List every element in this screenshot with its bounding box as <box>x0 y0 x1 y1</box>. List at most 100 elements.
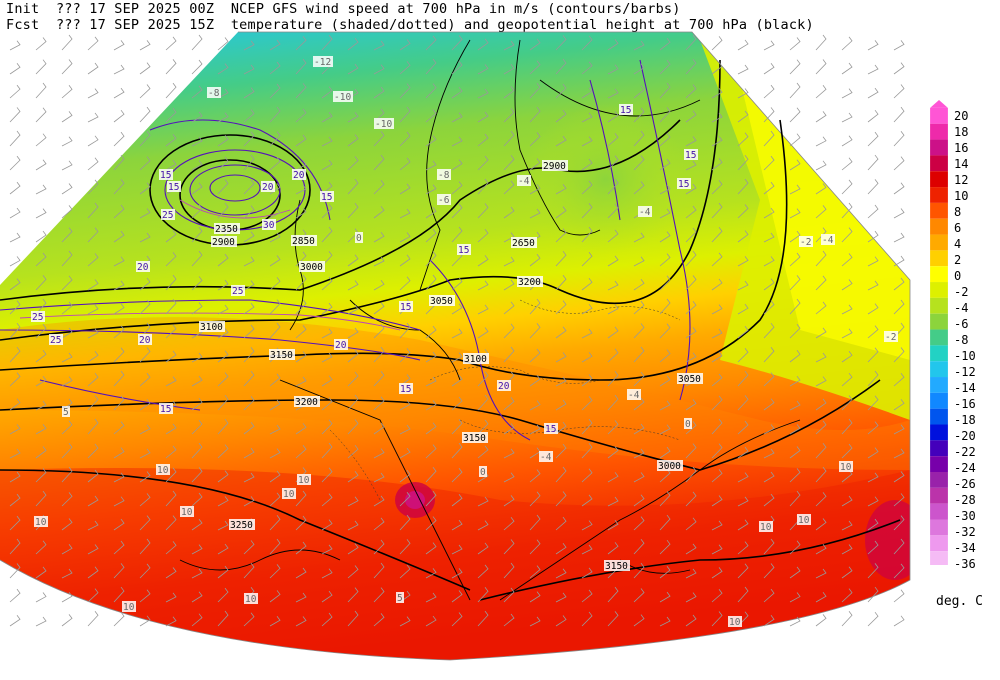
wind-barb <box>113 395 125 411</box>
wind-barb <box>191 518 203 531</box>
wind-barb <box>113 87 125 99</box>
wind-barb <box>269 277 281 291</box>
wind-barb <box>191 492 203 507</box>
wind-barb <box>35 59 47 75</box>
wind-barb <box>477 520 489 531</box>
wind-barb <box>815 136 827 147</box>
wind-barb <box>451 612 463 627</box>
wind-barb <box>35 446 47 459</box>
wind-barb <box>815 250 827 267</box>
wind-barb <box>139 182 151 195</box>
wind-barb <box>581 520 593 531</box>
wind-barb <box>685 592 697 603</box>
wind-barb <box>659 400 671 411</box>
wind-barb <box>347 349 359 363</box>
wind-barb <box>581 443 593 459</box>
wind-barb <box>9 130 21 147</box>
wind-barb <box>373 448 385 459</box>
wind-barb <box>581 303 593 315</box>
wind-barb <box>815 614 827 627</box>
wind-barb <box>477 587 489 603</box>
legend-tick-label: -8 <box>954 333 969 347</box>
wind-barb <box>503 323 515 339</box>
height-contour-label: 3200 <box>518 277 541 288</box>
wind-barb <box>893 399 905 411</box>
wind-barb <box>841 372 853 387</box>
wind-barb <box>295 160 307 171</box>
wind-barb <box>685 205 697 219</box>
wind-barb <box>633 279 645 291</box>
wind-barb <box>9 372 21 387</box>
legend-tick-label: -22 <box>954 445 976 459</box>
wind-barb <box>451 374 463 387</box>
wind-barb <box>789 82 801 99</box>
wind-barb <box>9 278 21 291</box>
wind-barb <box>503 279 515 291</box>
wind-barb <box>737 395 749 411</box>
wind-barb <box>373 346 385 363</box>
wind-barb <box>633 516 645 531</box>
wind-barb <box>373 562 385 579</box>
wind-barb <box>659 514 671 531</box>
wind-barb <box>503 516 515 531</box>
wind-barb <box>165 515 177 531</box>
wind-barb <box>711 36 723 51</box>
wind-barb <box>763 346 775 363</box>
wind-barb <box>191 442 203 459</box>
legend-swatch <box>930 377 948 393</box>
wind-barb <box>711 136 723 147</box>
wind-barb <box>243 496 255 507</box>
wind-barb <box>555 326 567 339</box>
wind-barb <box>347 304 359 315</box>
wind-barb <box>399 492 411 507</box>
wind-barb <box>477 203 489 219</box>
wind-barb <box>217 304 229 315</box>
height-contour-label: 2350 <box>215 224 238 235</box>
wind-barb <box>399 616 411 627</box>
wind-barb <box>139 40 151 51</box>
wind-barb <box>815 398 827 411</box>
wind-barb <box>373 396 385 411</box>
wind-barb <box>581 494 593 507</box>
wind-barb <box>243 447 255 459</box>
height-contour-label: 3050 <box>678 374 701 385</box>
wind-barb <box>841 495 853 507</box>
wind-barb <box>607 229 619 243</box>
wind-barb <box>113 109 125 123</box>
wind-barb <box>737 39 749 51</box>
wind-barb <box>841 351 853 363</box>
wind-barb <box>35 184 47 195</box>
wind-barb <box>503 180 515 195</box>
wind-barb <box>503 423 515 435</box>
wind-barb <box>737 155 749 171</box>
wind-barb <box>451 352 463 363</box>
wind-barb <box>867 280 879 291</box>
wind-barb <box>789 490 801 507</box>
wind-barb <box>737 230 749 243</box>
wind-barb <box>477 229 489 243</box>
height-contour-label: 3050 <box>430 296 453 307</box>
wind-barb <box>61 466 73 483</box>
wind-barb <box>659 446 671 459</box>
wind-barb <box>373 206 385 219</box>
wind-barb <box>841 566 853 579</box>
wind-barb <box>87 443 99 459</box>
wind-barb <box>685 183 697 195</box>
wind-barb <box>789 324 801 339</box>
wind-barb <box>633 614 645 627</box>
wind-barb <box>529 158 541 171</box>
wind-barb <box>399 106 411 123</box>
wind-barb <box>555 184 567 195</box>
wind-barb <box>659 275 671 291</box>
wind-barb <box>477 542 489 555</box>
wind-barb <box>867 64 879 75</box>
init-title: NCEP GFS wind speed at 700 hPa in m/s (c… <box>230 1 681 17</box>
wind-barb <box>555 399 567 411</box>
wind-barb <box>867 325 879 339</box>
wind-barb <box>399 254 411 267</box>
temperature-contour-label: 5 <box>397 593 403 604</box>
wind-barb <box>9 300 21 315</box>
wind-barb <box>529 132 541 147</box>
wind-barb <box>659 37 671 51</box>
